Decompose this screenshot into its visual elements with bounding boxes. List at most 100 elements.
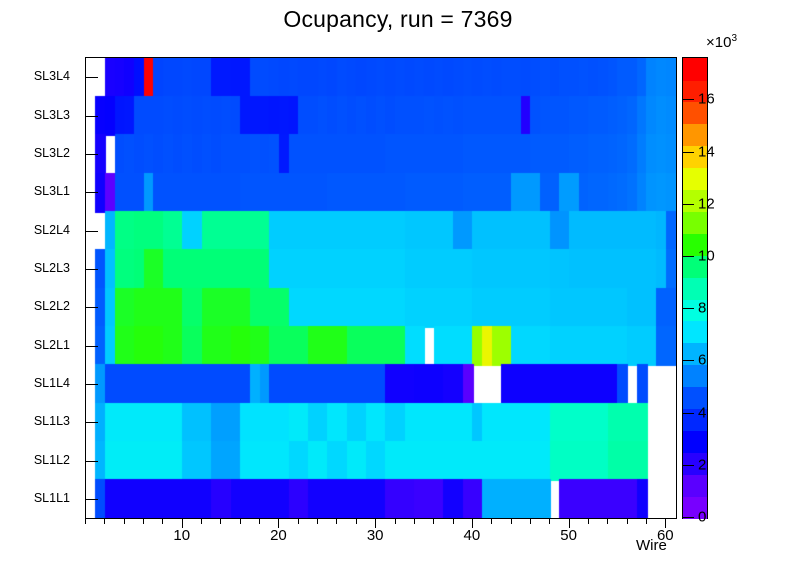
y-axis-label-sl1l3: SL1L3 — [33, 414, 70, 429]
colorbar-band — [683, 408, 707, 431]
y-axis-label-sl3l3: SL3L3 — [33, 107, 70, 122]
colorbar-band — [683, 320, 707, 344]
colorbar-band — [683, 496, 707, 519]
y-axis-tick — [86, 345, 98, 347]
colorbar-tick — [682, 256, 694, 258]
y-axis-tick — [86, 77, 98, 79]
colorbar-band — [683, 298, 707, 322]
y-axis-label-sl1l4: SL1L4 — [33, 375, 70, 390]
x-axis-tick — [123, 518, 125, 524]
x-axis-tick — [336, 518, 338, 524]
x-axis-tick — [375, 518, 377, 528]
colorbar-band — [683, 79, 707, 103]
x-axis-tick — [452, 518, 454, 524]
x-axis-tick-label: 10 — [173, 527, 191, 544]
x-axis-tick — [471, 518, 473, 528]
page-title: Ocupancy, run = 7369 — [283, 6, 513, 32]
x-axis-tick — [510, 518, 512, 524]
y-axis-label-sl1l1: SL1L1 — [33, 490, 70, 505]
y-axis-label-sl2l4: SL2L4 — [33, 222, 70, 237]
x-axis-tick-label: 60 — [656, 527, 674, 544]
colorbar-band — [683, 364, 707, 388]
colorbar-tick — [682, 151, 694, 153]
x-axis-tick — [645, 518, 647, 524]
y-axis-label-sl2l1: SL2L1 — [33, 337, 70, 352]
y-axis-label-sl2l3: SL2L3 — [33, 260, 70, 275]
colorbar-tick — [682, 517, 694, 518]
x-axis-tick — [568, 518, 570, 528]
colorbar-tick-label: 0 — [698, 508, 707, 526]
colorbar-band — [683, 189, 707, 212]
x-axis-tick — [549, 518, 551, 524]
x-axis-tick — [162, 518, 164, 524]
colorbar-exponent-power: 3 — [731, 33, 738, 44]
colorbar-band — [683, 167, 707, 191]
y-axis-label-sl3l1: SL3L1 — [33, 184, 70, 199]
colorbar-tick — [682, 203, 694, 205]
colorbar-tick — [682, 99, 694, 101]
colorbar-tick-label: 12 — [698, 195, 715, 213]
y-axis-tick — [86, 498, 98, 500]
colorbar-exponent-base: ×10 — [706, 34, 732, 51]
colorbar-exponent-label: ×103 — [706, 33, 737, 51]
x-axis-tick — [587, 518, 589, 524]
heatmap-canvas — [86, 58, 676, 518]
x-axis-tick-label: 40 — [463, 527, 481, 544]
y-axis-tick — [86, 460, 98, 462]
x-axis-tick — [355, 518, 357, 524]
colorbar-band — [683, 474, 707, 497]
heatmap-plot-area[interactable] — [85, 57, 677, 519]
x-axis-tick — [433, 518, 435, 524]
colorbar-tick — [682, 412, 694, 414]
colorbar-band — [683, 430, 707, 453]
x-axis-tick-label: 20 — [270, 527, 287, 544]
x-axis-tick — [413, 518, 415, 524]
y-axis-tick — [86, 230, 98, 232]
x-axis-tick — [259, 518, 261, 524]
x-axis-title: Wire — [636, 537, 667, 554]
y-axis-tick — [86, 268, 98, 270]
x-axis-tick — [104, 518, 106, 524]
colorbar-tick-label: 16 — [698, 90, 715, 108]
y-axis: SL3L4 SL3L3 SL3L2 SL3L1 SL2L4 SL2L3 SL2L2 SL2L1… — [0, 57, 80, 517]
colorbar-band — [683, 211, 707, 234]
colorbar-tick — [682, 360, 694, 362]
colorbar-tick-label: 4 — [698, 404, 707, 422]
y-axis-tick — [86, 115, 98, 117]
x-axis-tick — [85, 518, 86, 524]
y-axis-tick — [86, 153, 98, 155]
colorbar-tick-label: 10 — [698, 247, 715, 265]
colorbar-tick — [682, 308, 694, 310]
colorbar-band — [683, 123, 707, 147]
x-axis-tick — [201, 518, 203, 524]
x-axis-tick — [394, 518, 396, 524]
colorbar[interactable]: 0 2 4 6 8 10 12 14 16 — [682, 57, 715, 526]
y-axis-tick — [86, 422, 98, 424]
colorbar-band — [683, 277, 707, 300]
y-axis-tick — [86, 383, 98, 385]
x-axis-tick — [220, 518, 222, 524]
x-axis-tick-label: 30 — [366, 527, 384, 544]
x-axis-tick — [491, 518, 493, 524]
colorbar-band — [683, 255, 707, 278]
x-axis-tick — [239, 518, 241, 524]
x-axis-tick-label: 50 — [560, 527, 577, 544]
x-axis-tick — [278, 518, 280, 528]
colorbar-band — [683, 58, 707, 81]
colorbar-band — [683, 386, 707, 410]
y-axis-label-sl3l4: SL3L4 — [33, 69, 70, 84]
x-axis: 10 20 30 40 50 60 — [85, 518, 677, 558]
x-axis-tick — [529, 518, 531, 524]
colorbar-tick-label: 14 — [698, 143, 715, 161]
colorbar-gradient — [682, 57, 708, 519]
y-axis-tick — [86, 307, 98, 309]
colorbar-band — [683, 342, 707, 366]
y-axis-label-sl1l2: SL1L2 — [33, 452, 70, 467]
colorbar-tick — [682, 464, 694, 466]
colorbar-tick-label: 8 — [698, 299, 707, 317]
x-axis-tick — [626, 518, 628, 524]
x-axis-tick — [665, 518, 667, 528]
colorbar-tick-label: 2 — [698, 456, 707, 474]
x-axis-tick — [317, 518, 319, 524]
